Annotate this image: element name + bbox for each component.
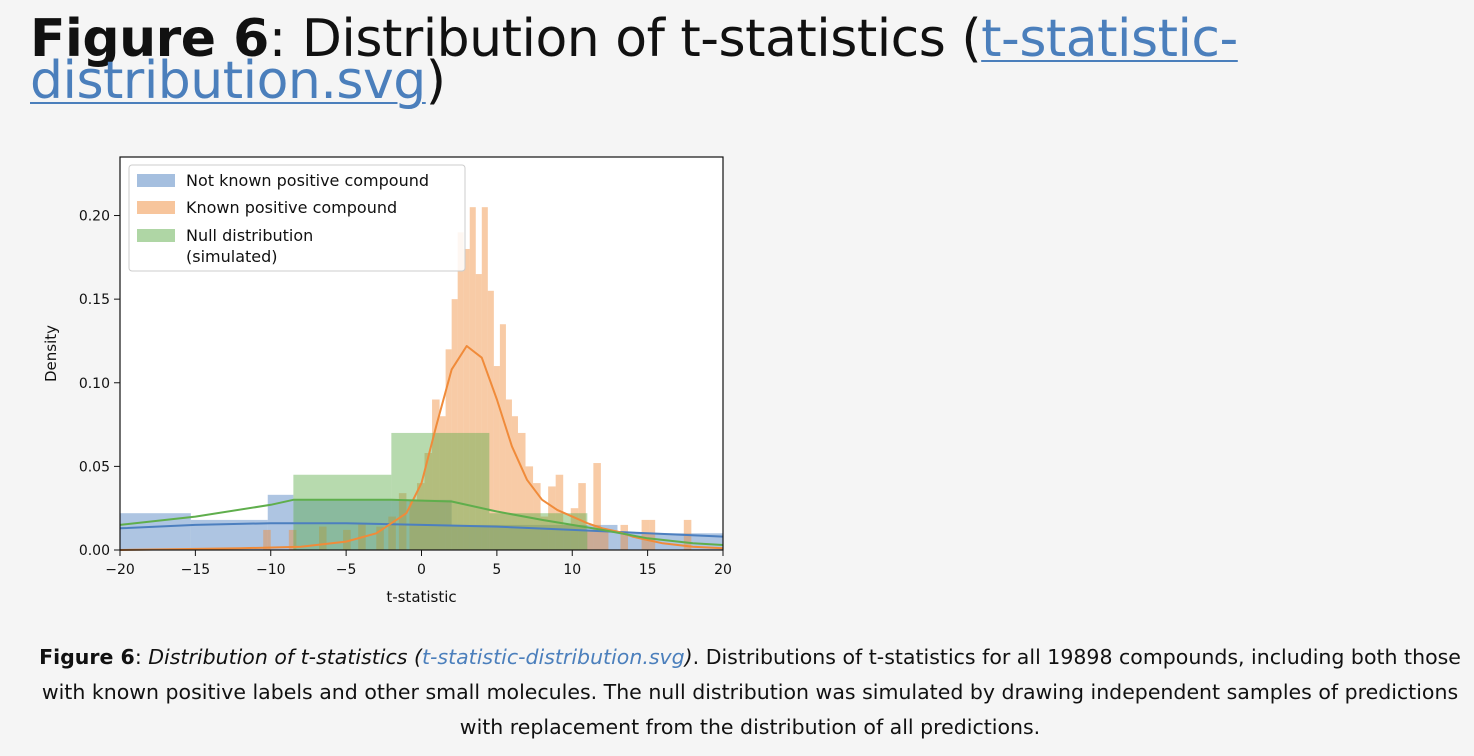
y-tick-label: 0.05 bbox=[79, 459, 110, 475]
hist-bar-series-1-bin-11 bbox=[432, 399, 440, 550]
x-tick-label: 10 bbox=[563, 562, 581, 578]
hist-bar-series-1-bin-19 bbox=[481, 207, 488, 550]
figure-heading: Figure 6: Distribution of t-statistics (… bbox=[30, 13, 1280, 107]
hist-bar-series-1-bin-21 bbox=[493, 366, 500, 550]
hist-bar-series-1-bin-2 bbox=[318, 526, 327, 550]
hist-bar-series-1-bin-0 bbox=[263, 529, 271, 550]
kde-line-series-1 bbox=[119, 345, 724, 551]
caption-body: . Distributions of t-statistics for all … bbox=[41, 645, 1461, 739]
legend: Not known positive compound Known positiv… bbox=[128, 164, 466, 272]
hist-bar-series-1-bin-6 bbox=[388, 516, 396, 550]
x-tick-label: 5 bbox=[492, 562, 501, 578]
hist-bar-series-1-bin-7 bbox=[398, 493, 407, 550]
hist-bar-series-1-bin-13 bbox=[445, 349, 452, 550]
figure-caption: Figure 6: Distribution of t-statistics (… bbox=[30, 640, 1470, 745]
heading-label: Figure 6 bbox=[30, 9, 269, 69]
y-tick-label: 0.15 bbox=[79, 292, 110, 308]
legend-label-series-0: Not known positive compound bbox=[186, 171, 429, 190]
x-tick-label: 15 bbox=[639, 562, 657, 578]
hist-bar-series-1-bin-38 bbox=[641, 519, 650, 550]
hist-bar-series-1-bin-26 bbox=[525, 466, 534, 550]
hist-bar-series-1-bin-5 bbox=[376, 526, 384, 550]
hist-bar-series-1-bin-1 bbox=[288, 529, 297, 550]
y-tick-label: 0.00 bbox=[79, 543, 110, 559]
hist-bar-series-1-bin-20 bbox=[487, 290, 494, 550]
legend-label-series-2: (simulated) bbox=[186, 247, 278, 266]
hist-bar-series-1-bin-36 bbox=[600, 529, 609, 550]
x-tick-label: 20 bbox=[714, 562, 732, 578]
kde-line-series-2 bbox=[119, 498, 724, 546]
hist-bar-series-1-bin-25 bbox=[517, 432, 526, 550]
hist-bar-series-1-bin-3 bbox=[343, 529, 351, 550]
hist-bar-series-1-bin-28 bbox=[540, 516, 549, 550]
legend-swatch-series-2 bbox=[137, 229, 175, 242]
hist-bar-series-1-bin-24 bbox=[511, 416, 518, 550]
hist-bar-series-1-bin-14 bbox=[451, 299, 458, 550]
x-tick-label: −10 bbox=[256, 562, 286, 578]
legend-swatch-series-1 bbox=[137, 201, 175, 214]
heading-text: Distribution of t-statistics ( bbox=[301, 9, 982, 69]
legend-box bbox=[128, 164, 466, 272]
x-tick-label: −20 bbox=[105, 562, 135, 578]
hist-bar-series-1-bin-34 bbox=[585, 529, 594, 550]
x-tick-label: −5 bbox=[336, 562, 357, 578]
legend-swatch-series-0 bbox=[137, 174, 175, 187]
hist-bar-series-2-bin-0 bbox=[293, 474, 392, 550]
caption-separator: : bbox=[134, 645, 149, 669]
heading-separator: : bbox=[268, 9, 302, 69]
kde-line-series-0 bbox=[119, 522, 724, 538]
caption-label: Figure 6 bbox=[39, 645, 135, 669]
hist-bar-series-1-bin-12 bbox=[439, 416, 446, 550]
caption-title-close: ) bbox=[684, 645, 693, 669]
hist-bar-series-1-bin-37 bbox=[620, 524, 629, 550]
hist-bar-series-1-bin-35 bbox=[593, 463, 601, 550]
hist-bar-series-2-bin-1 bbox=[391, 432, 490, 550]
hist-bar-series-1-bin-9 bbox=[416, 483, 425, 550]
caption-svg-link[interactable]: t-statistic-distribution.svg bbox=[421, 645, 685, 669]
y-tick-label: 0.20 bbox=[79, 209, 110, 225]
y-tick-label: 0.10 bbox=[79, 376, 110, 392]
hist-bar-series-1-bin-18 bbox=[475, 274, 482, 550]
hist-bar-series-1-bin-29 bbox=[548, 486, 556, 550]
x-axis-label: t-statistic bbox=[386, 588, 456, 606]
hist-bar-series-1-bin-17 bbox=[469, 207, 476, 550]
hist-bar-series-1-bin-22 bbox=[499, 324, 506, 550]
hist-bar-series-1-bin-15 bbox=[457, 232, 464, 550]
hist-bar-series-1-bin-30 bbox=[555, 474, 564, 550]
hist-bar-series-1-bin-16 bbox=[463, 248, 470, 550]
caption-title: Distribution of t-statistics ( bbox=[148, 645, 422, 669]
hist-bar-series-1-bin-23 bbox=[505, 399, 512, 550]
t-statistic-histogram-chart: −20 −15 −10 −5 0 5 10 15 20 0.00 0.05 0.10 0.15 0.20 t… bbox=[42, 156, 732, 606]
hist-bar-series-1-bin-31 bbox=[563, 524, 571, 550]
hist-bar-series-1-bin-33 bbox=[578, 483, 586, 550]
legend-label-series-1: Known positive compound bbox=[186, 198, 397, 217]
y-axis-label: Density bbox=[42, 325, 60, 382]
x-tick-label: −15 bbox=[181, 562, 211, 578]
heading-close: ) bbox=[425, 51, 446, 111]
heading-svg-link[interactable]: t-statistic-distribution.svg bbox=[30, 9, 1238, 111]
hist-bar-series-1-bin-27 bbox=[533, 483, 541, 550]
legend-label-series-2: Null distribution bbox=[186, 226, 313, 245]
x-tick-label: 0 bbox=[417, 562, 426, 578]
hist-bar-series-1-bin-39 bbox=[649, 519, 656, 550]
